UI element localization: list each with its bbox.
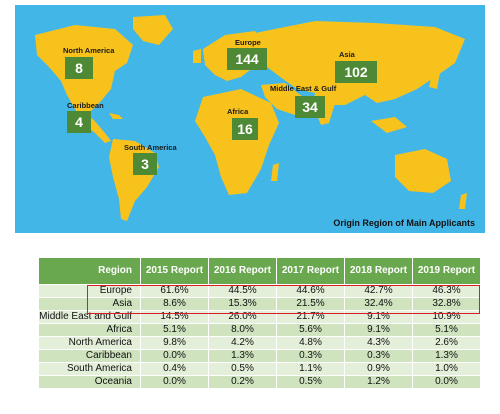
cell-2015: 8.6% [140, 297, 209, 311]
row-region: Oceania [38, 375, 141, 389]
cell-2015: 61.6% [140, 284, 209, 298]
row-region: North America [38, 336, 141, 350]
cell-2016: 4.2% [208, 336, 277, 350]
cell-2018: 0.3% [344, 349, 413, 363]
cell-2015: 0.0% [140, 375, 209, 389]
cell-2018: 9.1% [344, 323, 413, 337]
region-label-middle-east-gulf: Middle East & Gulf [270, 84, 337, 93]
table-row: Asia 8.6% 15.3% 21.5% 32.4% 32.8% [38, 297, 481, 311]
row-region: Middle East and Gulf [38, 310, 141, 324]
cell-2017: 21.7% [276, 310, 345, 324]
region-label-asia: Asia [339, 50, 355, 59]
region-label-south-america: South America [124, 143, 177, 152]
cell-2015: 5.1% [140, 323, 209, 337]
region-label-north-america: North America [63, 46, 115, 55]
table-row: South America 0.4% 0.5% 1.1% 0.9% 1.0% [38, 362, 481, 376]
row-region: Asia [38, 297, 141, 311]
region-count-asia: 102 [335, 61, 377, 83]
table-row: North America 9.8% 4.2% 4.8% 4.3% 2.6% [38, 336, 481, 350]
row-region: Caribbean [38, 349, 141, 363]
cell-2015: 0.4% [140, 362, 209, 376]
row-region: Europe [38, 284, 141, 298]
cell-2017: 1.1% [276, 362, 345, 376]
cell-2015: 9.8% [140, 336, 209, 350]
row-region: South America [38, 362, 141, 376]
region-count-europe: 144 [227, 48, 267, 70]
cell-2016: 44.5% [208, 284, 277, 298]
cell-2019: 1.3% [412, 349, 481, 363]
cell-2019: 0.0% [412, 375, 481, 389]
header-region: Region [38, 257, 141, 285]
cell-2016: 8.0% [208, 323, 277, 337]
region-label-europe: Europe [235, 38, 261, 47]
cell-2019: 46.3% [412, 284, 481, 298]
cell-2016: 0.5% [208, 362, 277, 376]
table-row: Europe 61.6% 44.5% 44.6% 42.7% 46.3% [38, 284, 481, 298]
cell-2018: 0.9% [344, 362, 413, 376]
row-region: Africa [38, 323, 141, 337]
cell-2018: 32.4% [344, 297, 413, 311]
cell-2019: 32.8% [412, 297, 481, 311]
region-count-north-america: 8 [65, 57, 93, 79]
table-row: Middle East and Gulf 14.5% 26.0% 21.7% 9… [38, 310, 481, 324]
table-row: Caribbean 0.0% 1.3% 0.3% 0.3% 1.3% [38, 349, 481, 363]
region-count-africa: 16 [232, 118, 258, 140]
origin-region-table: Region 2015 Report 2016 Report 2017 Repo… [38, 257, 481, 389]
region-count-caribbean: 4 [67, 111, 91, 133]
cell-2017: 4.8% [276, 336, 345, 350]
cell-2017: 21.5% [276, 297, 345, 311]
cell-2016: 15.3% [208, 297, 277, 311]
cell-2018: 4.3% [344, 336, 413, 350]
header-2018: 2018 Report [344, 257, 413, 285]
table-row: Oceania 0.0% 0.2% 0.5% 1.2% 0.0% [38, 375, 481, 389]
cell-2018: 9.1% [344, 310, 413, 324]
header-2015: 2015 Report [140, 257, 209, 285]
cell-2017: 0.3% [276, 349, 345, 363]
cell-2019: 5.1% [412, 323, 481, 337]
cell-2019: 1.0% [412, 362, 481, 376]
cell-2018: 1.2% [344, 375, 413, 389]
cell-2018: 42.7% [344, 284, 413, 298]
cell-2015: 14.5% [140, 310, 209, 324]
cell-2016: 1.3% [208, 349, 277, 363]
region-count-south-america: 3 [133, 153, 157, 175]
cell-2016: 0.2% [208, 375, 277, 389]
header-2017: 2017 Report [276, 257, 345, 285]
world-map: North America 8 Europe 144 Asia 102 Cari… [15, 5, 485, 235]
cell-2017: 5.6% [276, 323, 345, 337]
header-2019: 2019 Report [412, 257, 481, 285]
region-label-africa: Africa [227, 107, 249, 116]
region-label-caribbean: Caribbean [67, 101, 104, 110]
cell-2015: 0.0% [140, 349, 209, 363]
cell-2017: 44.6% [276, 284, 345, 298]
header-2016: 2016 Report [208, 257, 277, 285]
cell-2019: 2.6% [412, 336, 481, 350]
table-header-row: Region 2015 Report 2016 Report 2017 Repo… [38, 257, 481, 285]
cell-2016: 26.0% [208, 310, 277, 324]
map-caption: Origin Region of Main Applicants [333, 218, 475, 228]
cell-2019: 10.9% [412, 310, 481, 324]
region-count-middle-east-gulf: 34 [295, 96, 325, 118]
cell-2017: 0.5% [276, 375, 345, 389]
table-row: Africa 5.1% 8.0% 5.6% 9.1% 5.1% [38, 323, 481, 337]
